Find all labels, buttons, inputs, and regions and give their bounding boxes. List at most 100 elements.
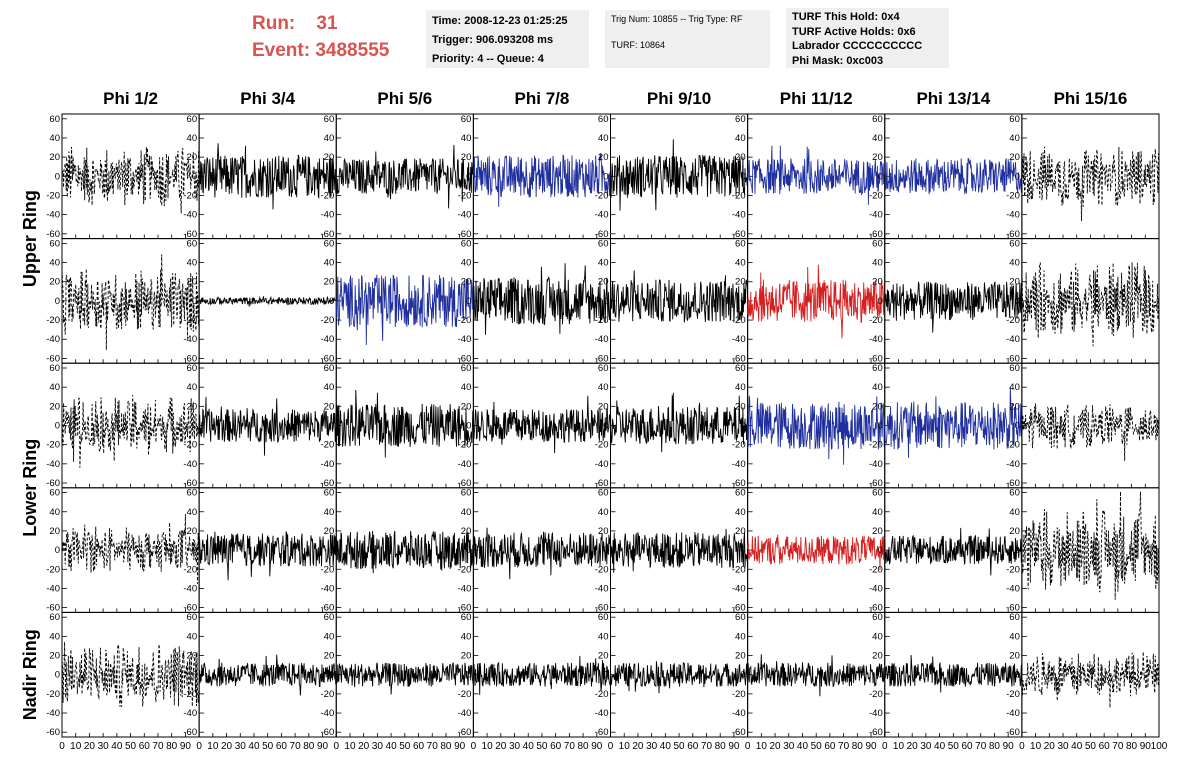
y-tick-label: 0 bbox=[603, 545, 608, 556]
waveform-trace bbox=[61, 394, 200, 468]
y-tick-label: 20 bbox=[49, 277, 60, 288]
y-tick-label: -60 bbox=[1006, 478, 1020, 489]
time-text: Time: 2008-12-23 01:25:25 bbox=[432, 15, 568, 27]
x-tick-label: 60 bbox=[1099, 741, 1111, 752]
waveform-trace bbox=[747, 264, 886, 339]
y-tick-label: 60 bbox=[598, 114, 609, 125]
y-tick-label: 20 bbox=[735, 277, 746, 288]
y-tick-label: -20 bbox=[458, 564, 472, 575]
x-tick-label: 0 bbox=[1019, 741, 1025, 752]
y-tick-label: -60 bbox=[46, 478, 60, 489]
y-tick-label: -40 bbox=[869, 583, 883, 594]
y-tick-label: -40 bbox=[1006, 708, 1020, 719]
x-tick-label: 70 bbox=[290, 741, 302, 752]
x-tick-label: 30 bbox=[646, 741, 658, 752]
y-tick-label: 20 bbox=[324, 526, 335, 537]
y-tick-label: 40 bbox=[187, 507, 198, 518]
x-tick-label: 40 bbox=[248, 741, 260, 752]
ring-label: Upper Ring bbox=[20, 190, 40, 287]
x-tick-label: 10 bbox=[207, 741, 219, 752]
y-tick-label: -20 bbox=[732, 689, 746, 700]
y-tick-label: 0 bbox=[329, 296, 334, 307]
y-tick-label: -60 bbox=[458, 353, 472, 364]
y-tick-label: 20 bbox=[49, 651, 60, 662]
x-tick-label: 70 bbox=[427, 741, 439, 752]
y-tick-label: 0 bbox=[329, 670, 334, 681]
x-tick-label: 40 bbox=[797, 741, 809, 752]
y-tick-label: -60 bbox=[732, 603, 746, 614]
y-tick-label: 0 bbox=[55, 421, 60, 432]
y-tick-label: 40 bbox=[1009, 507, 1020, 518]
x-tick-label: 90 bbox=[728, 741, 740, 752]
y-tick-label: -40 bbox=[869, 459, 883, 470]
y-tick-label: 20 bbox=[735, 526, 746, 537]
y-tick-label: 40 bbox=[735, 507, 746, 518]
y-tick-label: -20 bbox=[1006, 190, 1020, 201]
y-tick-label: 0 bbox=[603, 670, 608, 681]
y-tick-label: 40 bbox=[49, 258, 60, 269]
x-tick-label: 80 bbox=[1126, 741, 1138, 752]
y-tick-label: -20 bbox=[183, 440, 197, 451]
trigger-info-box: Trig Num: 10855 -- Trig Type: RF TURF: 1… bbox=[605, 10, 770, 68]
y-tick-label: 60 bbox=[324, 363, 335, 374]
y-tick-label: 20 bbox=[461, 526, 472, 537]
waveform-trace bbox=[747, 145, 886, 205]
y-tick-label: 0 bbox=[329, 421, 334, 432]
waveform-trace bbox=[472, 527, 611, 580]
y-tick-label: 20 bbox=[324, 651, 335, 662]
waveform-trace bbox=[1021, 403, 1160, 461]
y-tick-label: 0 bbox=[466, 670, 471, 681]
y-tick-label: 40 bbox=[1009, 258, 1020, 269]
waveform-trace bbox=[610, 139, 749, 211]
x-tick-label: 60 bbox=[276, 741, 288, 752]
y-tick-label: -20 bbox=[46, 440, 60, 451]
y-tick-label: -40 bbox=[46, 459, 60, 470]
y-tick-label: 40 bbox=[1009, 133, 1020, 144]
y-tick-label: 20 bbox=[598, 401, 609, 412]
y-tick-label: 0 bbox=[55, 545, 60, 556]
x-tick-label: 20 bbox=[358, 741, 370, 752]
y-tick-label: 20 bbox=[461, 152, 472, 163]
y-tick-label: -40 bbox=[321, 459, 335, 470]
ring-label: Lower Ring bbox=[20, 439, 40, 537]
y-tick-label: -20 bbox=[1006, 315, 1020, 326]
y-tick-label: -20 bbox=[321, 315, 335, 326]
x-tick-label: 40 bbox=[934, 741, 946, 752]
y-tick-label: 20 bbox=[49, 526, 60, 537]
y-tick-label: -20 bbox=[595, 315, 609, 326]
y-tick-label: -60 bbox=[183, 353, 197, 364]
waveform-trace bbox=[335, 144, 474, 209]
x-tick-label: 50 bbox=[399, 741, 411, 752]
y-tick-label: -60 bbox=[869, 229, 883, 240]
column-header: Phi 5/6 bbox=[377, 89, 432, 108]
y-tick-label: -40 bbox=[46, 708, 60, 719]
x-tick-label: 0 bbox=[333, 741, 339, 752]
y-tick-label: 60 bbox=[1009, 612, 1020, 623]
y-tick-label: -20 bbox=[595, 190, 609, 201]
y-tick-label: -20 bbox=[183, 564, 197, 575]
y-tick-label: -40 bbox=[595, 210, 609, 221]
y-tick-label: 0 bbox=[192, 296, 197, 307]
x-tick-label: 80 bbox=[989, 741, 1001, 752]
x-tick-label: 10 bbox=[619, 741, 631, 752]
y-tick-label: -20 bbox=[869, 315, 883, 326]
x-tick-label: 80 bbox=[715, 741, 727, 752]
y-tick-label: 0 bbox=[1015, 296, 1020, 307]
y-tick-label: 20 bbox=[1009, 401, 1020, 412]
y-tick-label: 20 bbox=[598, 651, 609, 662]
waveform-trace bbox=[335, 662, 474, 695]
x-tick-label: 90 bbox=[1140, 741, 1152, 752]
x-tick-label: 70 bbox=[975, 741, 987, 752]
y-tick-label: 60 bbox=[49, 612, 60, 623]
y-tick-label: -20 bbox=[458, 689, 472, 700]
phi-mask-text: Phi Mask: 0xc003 bbox=[792, 54, 884, 67]
y-tick-label: 60 bbox=[187, 612, 198, 623]
y-tick-label: 60 bbox=[872, 363, 883, 374]
y-tick-label: -40 bbox=[732, 210, 746, 221]
y-tick-label: -40 bbox=[458, 459, 472, 470]
y-tick-label: 0 bbox=[192, 670, 197, 681]
y-tick-label: -60 bbox=[869, 727, 883, 738]
y-tick-label: 0 bbox=[192, 171, 197, 182]
y-tick-label: -60 bbox=[732, 727, 746, 738]
y-tick-label: 60 bbox=[324, 612, 335, 623]
